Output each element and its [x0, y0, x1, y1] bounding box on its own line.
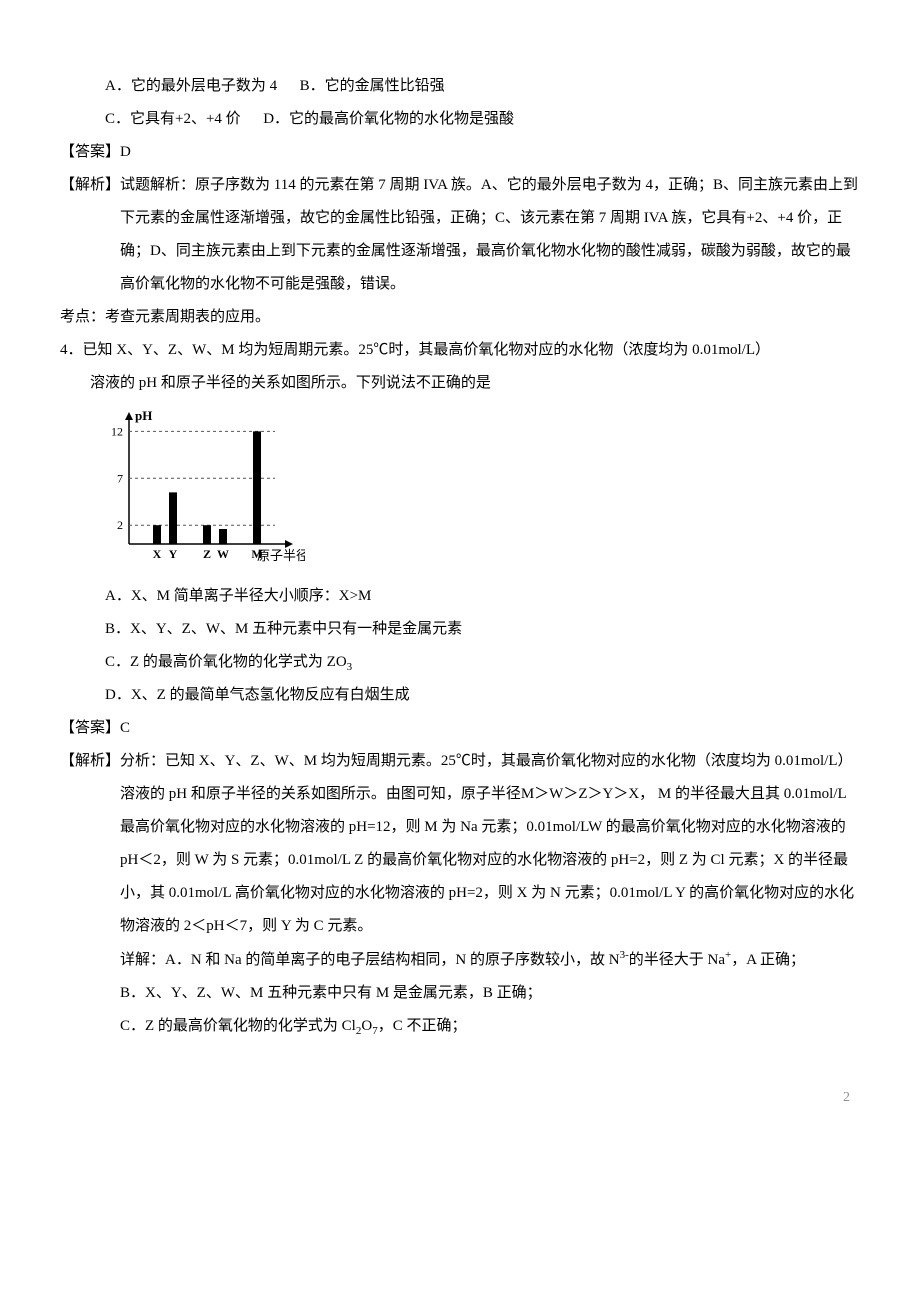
- q4-chart: 2 7 12 pH 原子半径 XY ZW M: [60, 408, 860, 568]
- q4-detail-a-pre: 详解：A．N 和 Na 的简单离子的电子层结构相同，N 的原子序数较小，故 N: [120, 952, 620, 968]
- q4-detail-c-pre: C．Z 的最高价氧化物的化学式为 Cl: [120, 1018, 356, 1034]
- q3-options-ab: A．它的最外层电子数为 4 B．它的金属性比铅强: [60, 70, 860, 103]
- q4-detail-c-mid: O: [361, 1018, 372, 1034]
- q4-chart-svg: 2 7 12 pH 原子半径 XY ZW M: [105, 408, 305, 568]
- q4-stem-line2: 溶液的 pH 和原子半径的关系如图所示。下列说法不正确的是: [60, 367, 860, 400]
- q4-detail-a-post: ，A 正确；: [731, 952, 805, 968]
- svg-text:2: 2: [117, 518, 123, 532]
- svg-text:pH: pH: [135, 408, 152, 423]
- q3-explanation: 【解析】试题解析：原子序数为 114 的元素在第 7 周期 IVA 族。A、它的…: [60, 169, 860, 301]
- q4-opt-b: B．X、Y、Z、W、M 五种元素中只有一种是金属元素: [60, 613, 860, 646]
- q4-stem-line1: 4．已知 X、Y、Z、W、M 均为短周期元素。25℃时，其最高价氧化物对应的水化…: [60, 334, 860, 367]
- svg-text:原子半径: 原子半径: [257, 548, 305, 563]
- q4-opt-c-pre: C．Z 的最高价氧化物的化学式为 ZO: [105, 654, 347, 670]
- q4-detail-b: B．X、Y、Z、W、M 五种元素中只有 M 是金属元素，B 正确；: [60, 977, 860, 1010]
- svg-text:7: 7: [117, 471, 123, 485]
- q4-explanation: 【解析】分析：已知 X、Y、Z、W、M 均为短周期元素。25℃时，其最高价氧化物…: [60, 745, 860, 943]
- q4-detail-a-mid: 的半径大于 Na: [629, 952, 725, 968]
- svg-text:W: W: [217, 547, 229, 561]
- q4-detail-c-post: ，C 不正确；: [378, 1018, 467, 1034]
- q3-exp-label: 【解析】: [60, 177, 120, 193]
- svg-text:X: X: [153, 547, 162, 561]
- q3-options-cd: C．它具有+2、+4 价 D．它的最高价氧化物的水化物是强酸: [60, 103, 860, 136]
- svg-text:M: M: [251, 547, 262, 561]
- q4-answer: 【答案】C: [60, 712, 860, 745]
- q4-num: 4．: [60, 342, 83, 358]
- q3-answer: 【答案】D: [60, 136, 860, 169]
- q4-exp-label: 【解析】: [60, 753, 120, 769]
- q4-stem1: 已知 X、Y、Z、W、M 均为短周期元素。25℃时，其最高价氧化物对应的水化物（…: [83, 342, 771, 358]
- q4-exp-body: 分析：已知 X、Y、Z、W、M 均为短周期元素。25℃时，其最高价氧化物对应的水…: [120, 753, 854, 934]
- q4-opt-c-sub: 3: [347, 661, 353, 673]
- q3-opt-a: A．它的最外层电子数为 4: [105, 78, 277, 94]
- svg-text:Y: Y: [169, 547, 178, 561]
- q3-opt-b: B．它的金属性比铅强: [300, 78, 445, 94]
- q4-detail-a: 详解：A．N 和 Na 的简单离子的电子层结构相同，N 的原子序数较小，故 N3…: [60, 943, 860, 977]
- q3-exp-body: 试题解析：原子序数为 114 的元素在第 7 周期 IVA 族。A、它的最外层电…: [120, 177, 858, 292]
- q3-kaodian: 考点：考查元素周期表的应用。: [60, 301, 860, 334]
- q4-opt-c: C．Z 的最高价氧化物的化学式为 ZO3: [60, 646, 860, 679]
- svg-text:Z: Z: [203, 547, 211, 561]
- page-number: 2: [60, 1083, 860, 1114]
- q3-opt-d: D．它的最高价氧化物的水化物是强酸: [263, 111, 514, 127]
- q3-opt-c: C．它具有+2、+4 价: [105, 111, 241, 127]
- q4-detail-a-sup1: 3-: [620, 949, 629, 961]
- q4-detail-c: C．Z 的最高价氧化物的化学式为 Cl2O7，C 不正确；: [60, 1010, 860, 1043]
- svg-text:12: 12: [111, 424, 123, 438]
- q4-opt-a: A．X、M 简单离子半径大小顺序：X>M: [60, 580, 860, 613]
- q4-opt-d: D．X、Z 的最简单气态氢化物反应有白烟生成: [60, 679, 860, 712]
